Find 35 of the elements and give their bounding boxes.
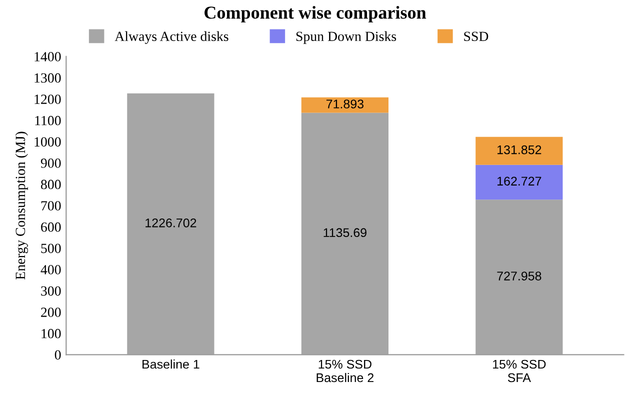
bar [476,136,563,165]
chart-title: Component wise comparison [204,6,426,22]
y-tick-label: 700 [41,201,61,210]
y-tick-label: 100 [42,328,61,338]
y-tick-label: 900 [40,158,61,168]
y-tick-label: 300 [41,286,61,296]
y-tick-label: 0 [54,350,61,360]
y-tick-label: 600 [41,222,61,232]
data-label: 131.852 [498,145,542,154]
y-tick-label: 200 [41,308,61,317]
data-label: 162.727 [498,176,542,186]
bar [127,93,214,355]
data-label: 1135.69 [324,228,366,238]
x-tick-label: 15% SSD SFA [493,360,546,382]
legend-label: Always Active disks [114,31,228,44]
bar [476,200,563,355]
legend-label: Spun Down Disks [296,31,396,44]
data-label: 727.958 [497,272,542,280]
bar [301,97,388,113]
y-tick-label: 1200 [34,94,61,104]
y-tick-label: 800 [40,180,61,190]
y-tick-label: 400 [40,265,61,274]
y-tick-label: 1100 [35,116,61,126]
y-tick-label: 1300 [34,73,61,83]
y-tick-label: 1000 [34,137,61,147]
bar [476,164,563,200]
y-tick-label: 500 [41,244,61,254]
x-tick-label: Baseline 1 [142,360,200,369]
legend-label: SSD [464,32,488,42]
y-axis-title: Energy Consumption (MJ) [15,132,28,280]
y-tick-label: 1400 [34,52,61,62]
data-label: 1226.702 [146,218,196,228]
data-label: 71.893 [326,100,364,108]
x-tick-label: 15% SSD Baseline 2 [316,360,374,382]
bar [301,112,388,355]
